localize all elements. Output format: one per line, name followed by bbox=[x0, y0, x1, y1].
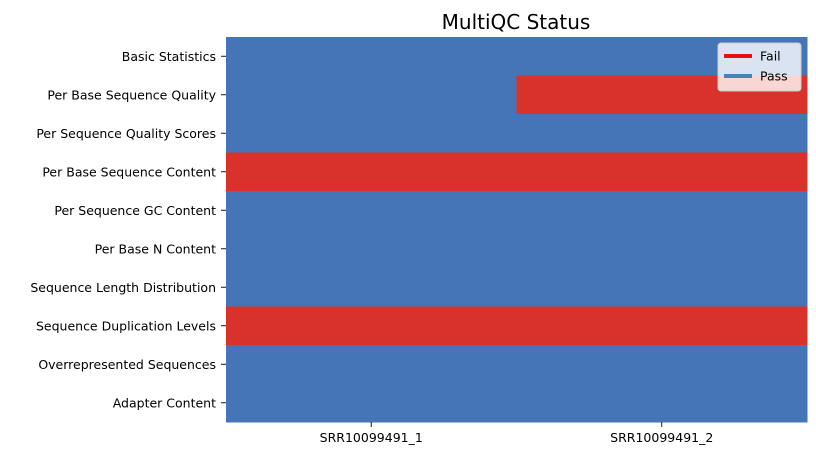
y-tick-label: Per Base Sequence Content bbox=[42, 164, 216, 179]
heatmap-cell-sequence-duplication-levels-col2 bbox=[516, 306, 808, 346]
heatmap-cell-per-base-n-content-col1 bbox=[226, 229, 517, 269]
y-tick-label: Per Sequence Quality Scores bbox=[36, 126, 216, 141]
heatmap-cell-per-sequence-gc-content-col1 bbox=[226, 191, 517, 230]
y-axis: Basic Statistics Per Base Sequence Qualit… bbox=[30, 49, 226, 410]
heatmap-cell-sequence-duplication-levels-col1 bbox=[226, 306, 517, 346]
heatmap-cell-per-sequence-quality-scores-col1 bbox=[226, 114, 517, 153]
heatmap-cell-per-sequence-quality-scores-col2 bbox=[516, 114, 808, 153]
heatmap-cell-per-sequence-gc-content-col2 bbox=[516, 191, 808, 230]
heatmap-cell-overrepresented-sequences-col2 bbox=[516, 345, 808, 384]
heatmap-cell-overrepresented-sequences-col1 bbox=[226, 345, 517, 384]
y-tick-label: Adapter Content bbox=[113, 395, 216, 410]
x-tick-label: SRR10099491_2 bbox=[610, 430, 713, 445]
legend-label-fail: Fail bbox=[760, 49, 781, 64]
heatmap-cell-sequence-length-distribution-col2 bbox=[516, 268, 808, 307]
y-tick-label: Basic Statistics bbox=[122, 49, 216, 64]
legend: Fail Pass bbox=[717, 42, 802, 92]
chart-title: MultiQC Status bbox=[442, 10, 591, 34]
heatmap-cell-per-base-n-content-col2 bbox=[516, 229, 808, 269]
y-tick-label: Sequence Duplication Levels bbox=[36, 318, 216, 333]
legend-label-pass: Pass bbox=[760, 69, 788, 84]
y-tick-label: Per Base N Content bbox=[95, 241, 216, 256]
y-tick-label: Per Sequence GC Content bbox=[54, 203, 216, 218]
heatmap-cell-basic-statistics-col1 bbox=[226, 37, 517, 76]
y-tick-label: Per Base Sequence Quality bbox=[47, 87, 216, 102]
y-tick-label: Sequence Length Distribution bbox=[30, 280, 216, 295]
x-tick-label: SRR10099491_1 bbox=[320, 430, 423, 445]
heatmap-cell-adapter-content-col2 bbox=[516, 383, 808, 423]
y-tick-label: Overrepresented Sequences bbox=[38, 357, 216, 372]
heatmap-cell-per-base-sequence-quality-col1 bbox=[226, 75, 517, 115]
x-axis: SRR10099491_1 SRR10099491_2 bbox=[320, 422, 713, 445]
heatmap-cell-per-base-sequence-content-col1 bbox=[226, 152, 517, 192]
heatmap-cell-adapter-content-col1 bbox=[226, 383, 517, 423]
heatmap-cell-sequence-length-distribution-col1 bbox=[226, 268, 517, 307]
heatmap-cell-per-base-sequence-content-col2 bbox=[516, 152, 808, 192]
heatmap-cells bbox=[226, 37, 808, 423]
